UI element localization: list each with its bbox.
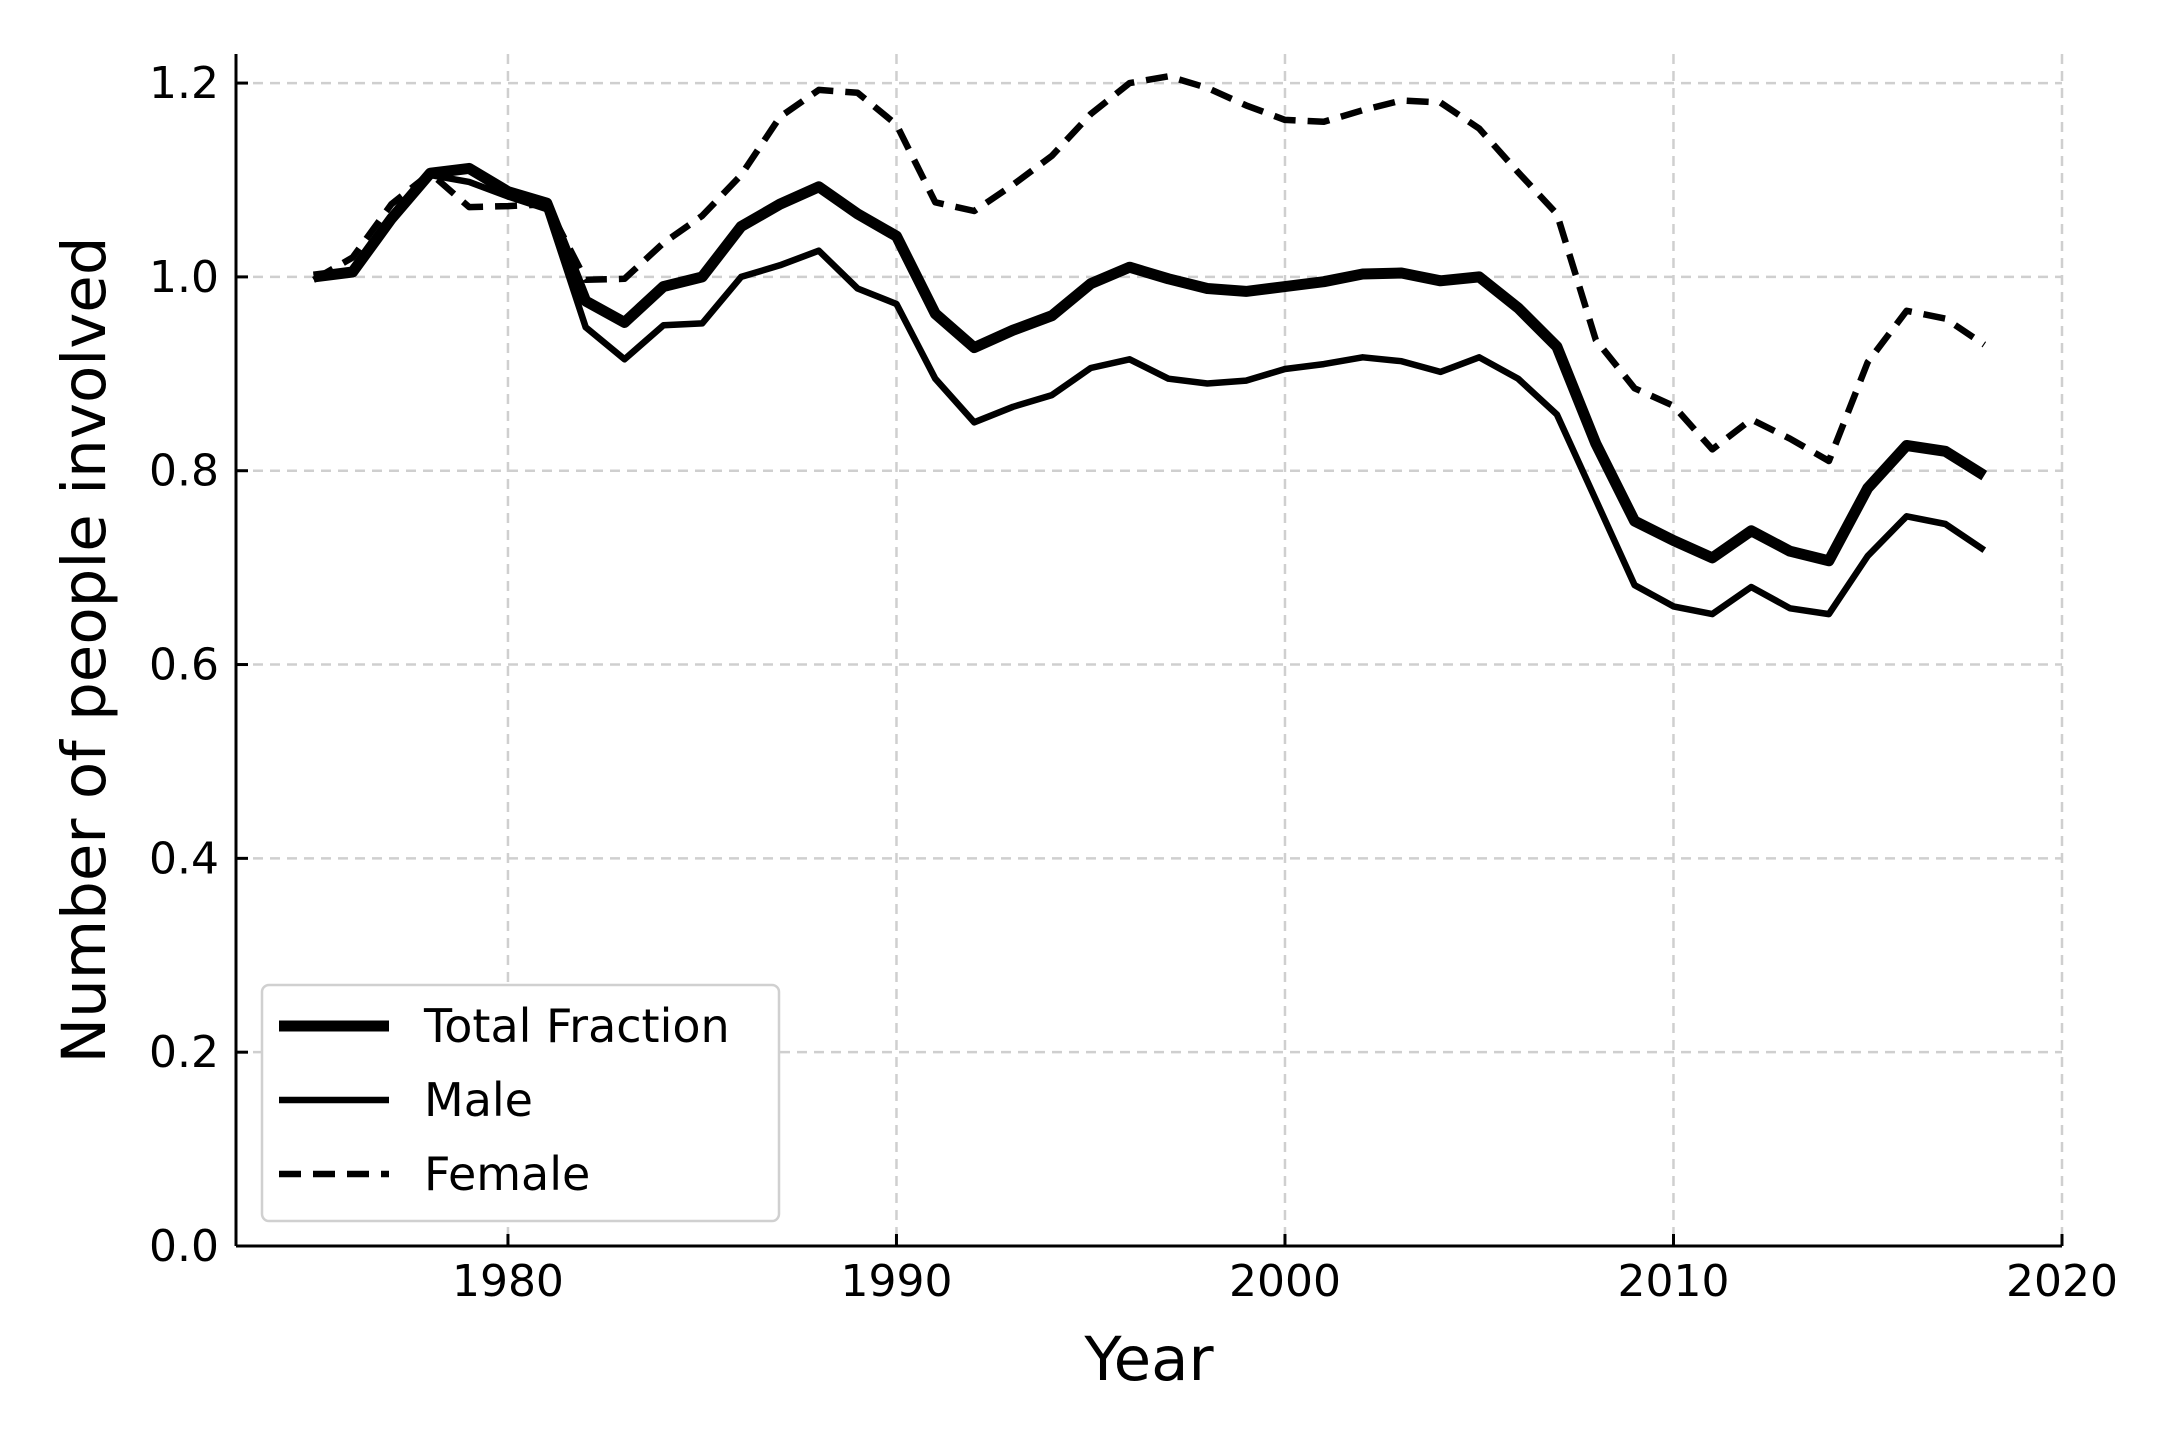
legend-label-male: Male	[424, 1073, 533, 1127]
x-tick-label-2000: 2000	[1229, 1256, 1341, 1307]
series-line-male	[313, 171, 1987, 618]
legend-label-total-fraction: Total Fraction	[423, 999, 730, 1053]
x-tick-label-2010: 2010	[1617, 1256, 1729, 1307]
y-axis-title: Number of people involved	[49, 236, 120, 1063]
legend-frame	[260, 983, 781, 1223]
legend: Total Fraction Male Female	[260, 983, 781, 1223]
y-tick-label-6: 1.2	[149, 58, 219, 109]
y-tick-label-0: 0.0	[149, 1221, 219, 1272]
x-tick-label-2020: 2020	[2006, 1256, 2118, 1307]
y-tick-label-5: 1.0	[149, 252, 219, 303]
series-line-total-fraction	[313, 162, 1988, 567]
series-group	[312, 73, 1988, 618]
y-tick-label-2: 0.4	[149, 833, 219, 884]
axis-ticks: 1980 1990 2000 2010 2020 0.0 0.2 0.4 0.6 0.8 1.0 1.…	[149, 58, 2118, 1307]
x-tick-label-1990: 1990	[840, 1256, 952, 1307]
axes-spines	[234, 54, 2062, 1248]
x-tick-label-1980: 1980	[452, 1256, 564, 1307]
y-tick-label-1: 0.2	[149, 1027, 219, 1078]
y-tick-label-3: 0.6	[149, 640, 219, 691]
series-line-female	[312, 73, 1987, 465]
legend-label-female: Female	[424, 1147, 590, 1201]
x-axis-title: Year	[1083, 1324, 1214, 1395]
y-tick-label-4: 0.8	[149, 446, 219, 497]
